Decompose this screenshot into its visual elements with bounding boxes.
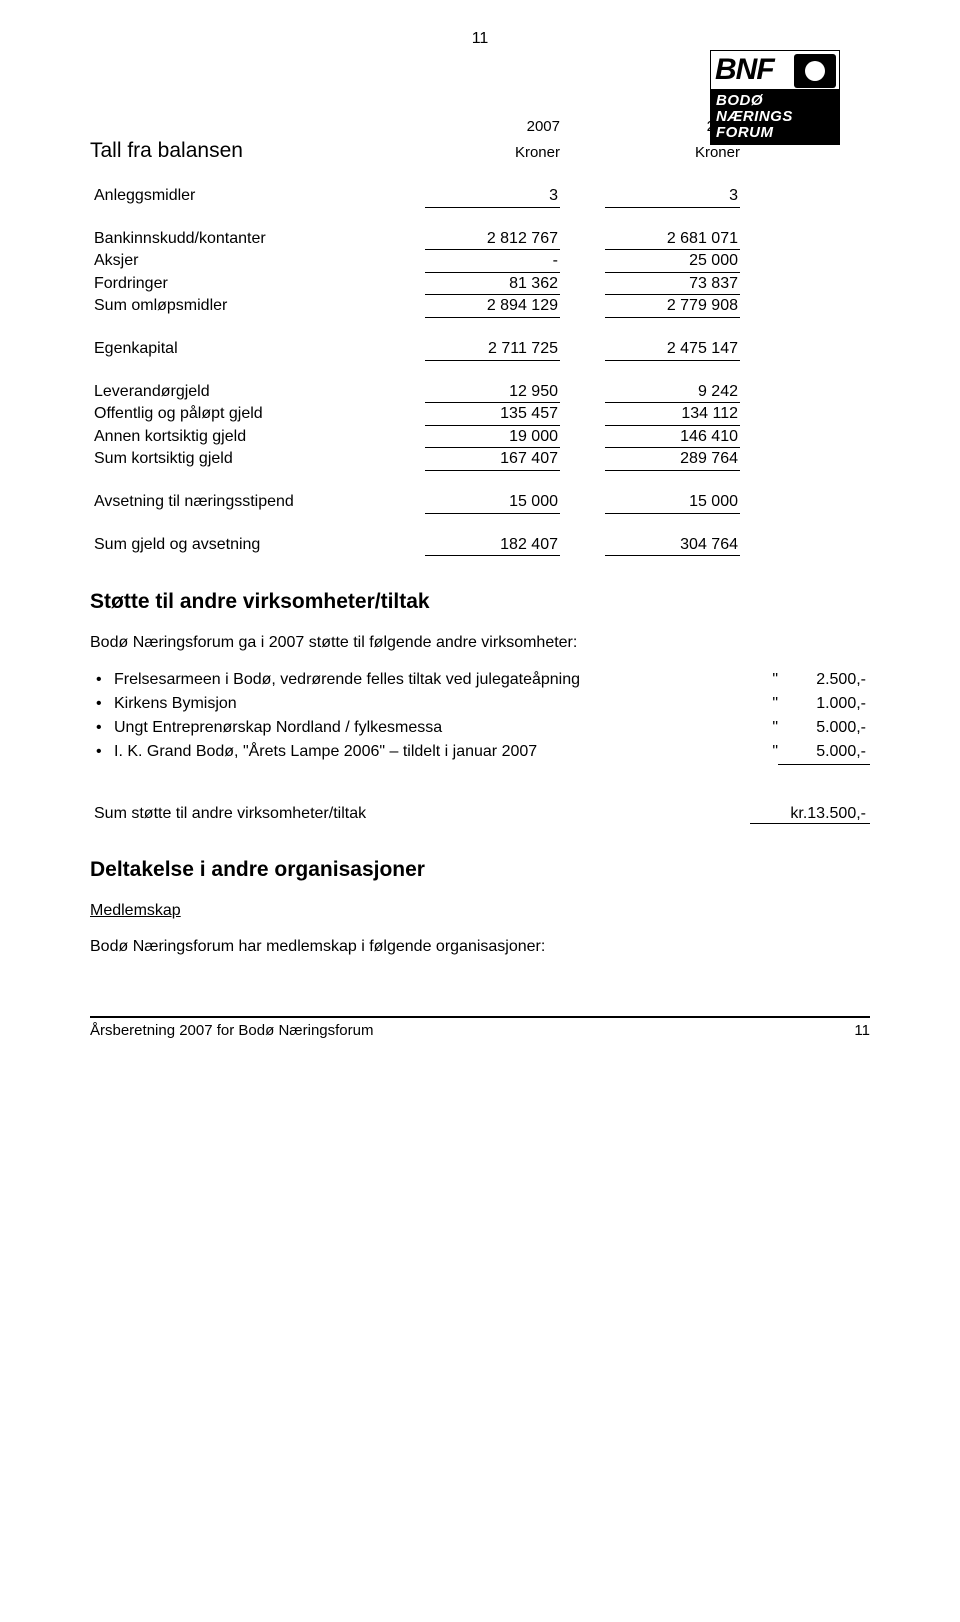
cell-v2: 9 242 <box>570 381 750 404</box>
stotte-sum-row: Sum støtte til andre virksomheter/tiltak… <box>90 805 870 824</box>
cell-v1: - <box>390 250 570 273</box>
row-avsetning: Avsetning til næringsstipend 15 000 15 0… <box>90 491 870 514</box>
cell-v2: 2 681 071 <box>570 228 750 251</box>
cell-v1: 81 362 <box>390 273 570 296</box>
row-anleggsmidler: Anleggsmidler 3 3 <box>90 185 870 208</box>
label: Leverandørgjeld <box>90 381 390 404</box>
stotte-list: • Frelsesarmeen i Bodø, vedrørende felle… <box>90 668 870 765</box>
cell-v1: 12 950 <box>390 381 570 404</box>
medlemskap-heading: Medlemskap <box>90 902 870 920</box>
label: Sum omløpsmidler <box>90 295 390 318</box>
cell-v1: 182 407 <box>390 534 570 557</box>
spacer <box>90 118 390 135</box>
quote-mark: " <box>762 716 778 740</box>
list-item: • Ungt Entreprenørskap Nordland / fylkes… <box>90 716 870 740</box>
label: Fordringer <box>90 273 390 296</box>
item-text: Ungt Entreprenørskap Nordland / fylkesme… <box>114 716 762 740</box>
logo-abbrev: BNF <box>711 53 774 87</box>
row-sum-gjeld: Sum gjeld og avsetning 182 407 304 764 <box>90 534 870 557</box>
deltakelse-text: Bodø Næringsforum har medlemskap i følge… <box>90 938 870 956</box>
cell-v1: 167 407 <box>390 448 570 471</box>
cell-v1: 2 812 767 <box>390 228 570 251</box>
row-fordringer: Fordringer 81 362 73 837 <box>90 273 870 296</box>
item-amount: 1.000,- <box>778 692 870 716</box>
quote-mark: " <box>762 668 778 692</box>
bullet-icon: • <box>90 716 114 740</box>
logo-bnf: BNF BODØ NÆRINGS FORUM <box>710 50 840 145</box>
page-number-top: 11 <box>90 30 870 48</box>
list-item: • Frelsesarmeen i Bodø, vedrørende felle… <box>90 668 870 692</box>
footer: Årsberetning 2007 for Bodø Næringsforum … <box>90 1016 870 1039</box>
stotte-title: Støtte til andre virksomheter/tiltak <box>90 590 870 614</box>
logo-line1: BODØ <box>716 93 834 109</box>
cell-v2: 289 764 <box>570 448 750 471</box>
label: Anleggsmidler <box>90 185 390 208</box>
logo-line3: FORUM <box>716 125 834 141</box>
logo-line2: NÆRINGS <box>716 109 834 125</box>
row-aksjer: Aksjer - 25 000 <box>90 250 870 273</box>
quote-mark: " <box>762 740 778 764</box>
list-item: • I. K. Grand Bodø, "Årets Lampe 2006" –… <box>90 740 870 765</box>
row-annen-kort: Annen kortsiktig gjeld 19 000 146 410 <box>90 426 870 449</box>
cell-v2: 15 000 <box>570 491 750 514</box>
bullet-icon: • <box>90 692 114 716</box>
list-item: • Kirkens Bymisjon " 1.000,- <box>90 692 870 716</box>
item-text: Kirkens Bymisjon <box>114 692 762 716</box>
kroner-label-1: Kroner <box>390 144 570 161</box>
item-amount: 2.500,- <box>778 668 870 692</box>
balance-title: Tall fra balansen <box>90 139 390 163</box>
sum-amount: kr.13.500,- <box>750 805 870 824</box>
row-leverandor: Leverandørgjeld 12 950 9 242 <box>90 381 870 404</box>
quote-mark: " <box>762 692 778 716</box>
cell-v2: 73 837 <box>570 273 750 296</box>
label: Bankinnskudd/kontanter <box>90 228 390 251</box>
label: Avsetning til næringsstipend <box>90 491 390 514</box>
cell-v1: 135 457 <box>390 403 570 426</box>
row-bankinnskudd: Bankinnskudd/kontanter 2 812 767 2 681 0… <box>90 228 870 251</box>
cell-v1: 15 000 <box>390 491 570 514</box>
label: Sum kortsiktig gjeld <box>90 448 390 471</box>
row-offentlig: Offentlig og påløpt gjeld 135 457 134 11… <box>90 403 870 426</box>
label: Sum gjeld og avsetning <box>90 534 390 557</box>
item-text: Frelsesarmeen i Bodø, vedrørende felles … <box>114 668 762 692</box>
logo-text: BODØ NÆRINGS FORUM <box>711 89 839 145</box>
kroner-label-2: Kroner <box>570 144 750 161</box>
item-amount: 5.000,- <box>778 716 870 740</box>
item-text: I. K. Grand Bodø, "Årets Lampe 2006" – t… <box>114 740 762 764</box>
label: Aksjer <box>90 250 390 273</box>
bullet-icon: • <box>90 740 114 764</box>
logo-top-row: BNF <box>711 51 839 89</box>
cell-v2: 134 112 <box>570 403 750 426</box>
cell-v2: 2 779 908 <box>570 295 750 318</box>
page-wrapper: 11 BNF BODØ NÆRINGS FORUM 2007 2006 Tall… <box>90 30 870 1039</box>
label: Egenkapital <box>90 338 390 361</box>
sum-label: Sum støtte til andre virksomheter/tiltak <box>90 805 750 824</box>
label: Offentlig og påløpt gjeld <box>90 403 390 426</box>
cell-v1: 19 000 <box>390 426 570 449</box>
item-amount: 5.000,- <box>778 740 870 765</box>
cell-v2: 146 410 <box>570 426 750 449</box>
row-sum-kort: Sum kortsiktig gjeld 167 407 289 764 <box>90 448 870 471</box>
cell-v2: 304 764 <box>570 534 750 557</box>
cell-v2: 2 475 147 <box>570 338 750 361</box>
cell-v1: 2 711 725 <box>390 338 570 361</box>
footer-page-number: 11 <box>854 1022 870 1039</box>
row-egenkapital: Egenkapital 2 711 725 2 475 147 <box>90 338 870 361</box>
cell-v1: 2 894 129 <box>390 295 570 318</box>
year-2007: 2007 <box>390 118 570 135</box>
row-sum-omlop: Sum omløpsmidler 2 894 129 2 779 908 <box>90 295 870 318</box>
cell-v2: 25 000 <box>570 250 750 273</box>
label: Annen kortsiktig gjeld <box>90 426 390 449</box>
cell-v1: 3 <box>390 185 570 208</box>
stotte-intro: Bodø Næringsforum ga i 2007 støtte til f… <box>90 634 870 652</box>
logo-box: BNF BODØ NÆRINGS FORUM <box>710 50 840 145</box>
deltakelse-title: Deltakelse i andre organisasjoner <box>90 858 870 882</box>
bullet-icon: • <box>90 668 114 692</box>
footer-left: Årsberetning 2007 for Bodø Næringsforum <box>90 1022 854 1039</box>
logo-icon <box>794 54 836 88</box>
cell-v2: 3 <box>570 185 750 208</box>
